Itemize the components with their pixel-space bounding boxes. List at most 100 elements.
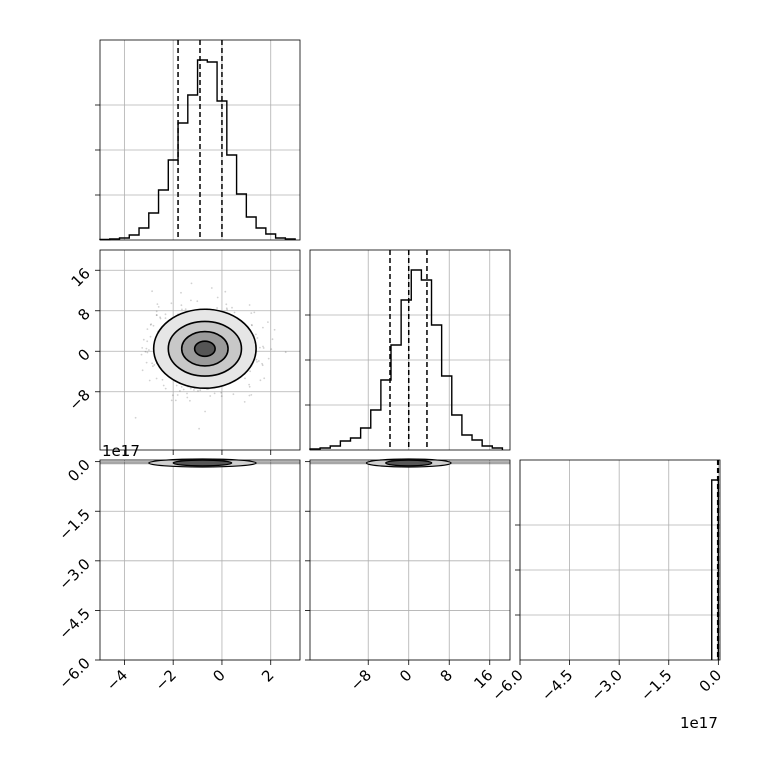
scatter-point [233, 311, 236, 314]
y-tick-label: −6.0 [55, 654, 93, 692]
scatter-point [186, 396, 189, 399]
scatter-point [156, 303, 159, 305]
scatter-point [259, 379, 262, 382]
scatter-point [184, 308, 187, 310]
x-tick-label: −2 [152, 666, 180, 694]
scatter-point [162, 384, 165, 387]
scatter-point [198, 427, 201, 430]
scatter-point [261, 364, 264, 367]
scatter-point [253, 311, 256, 314]
scatter-point [189, 387, 192, 390]
x-tick-label: −6.0 [488, 666, 526, 704]
scatter-point [159, 317, 162, 320]
scatter-point [262, 347, 265, 349]
scatter-point [204, 410, 207, 413]
scatter-point [151, 290, 154, 293]
scatter-point [186, 392, 188, 395]
p2-histogram-step [711, 479, 720, 660]
p2-histogram-frame [519, 459, 721, 661]
y-tick-label: 8 [74, 305, 93, 324]
y-tick-label: −1.5 [55, 505, 93, 543]
scatter-point [182, 388, 185, 391]
contour-line [180, 330, 229, 367]
scatter-point [209, 395, 212, 397]
scatter-point [159, 316, 162, 319]
x-tick-label: 8 [437, 666, 456, 685]
scatter-point [146, 351, 149, 354]
scatter-point [152, 324, 155, 327]
y-tick-label: −3.0 [55, 555, 93, 593]
scatter-point [181, 308, 183, 311]
contour-line [152, 308, 257, 390]
scatter-point [273, 328, 276, 331]
scatter-point [164, 313, 167, 316]
scatter-point [141, 369, 144, 372]
scatter-point [250, 324, 253, 326]
scatter-point [244, 377, 246, 380]
scatter-point [216, 307, 219, 309]
x-tick-label: 0 [396, 666, 415, 685]
scatter-point [164, 317, 167, 319]
scatter-point [271, 338, 274, 341]
scatter-point [134, 416, 137, 419]
p1-histogram-step [309, 269, 504, 450]
scatter-point [142, 338, 145, 341]
p0-p2-contour-line [172, 459, 233, 467]
scatter-point [155, 310, 158, 313]
scatter-point [220, 395, 223, 397]
x-tick-label: −8 [347, 666, 375, 694]
scatter-point [190, 282, 193, 285]
scatter-point [164, 387, 167, 390]
scatter-point [263, 377, 266, 380]
scatter-point [270, 348, 273, 350]
scatter-point [175, 384, 178, 387]
scatter-point [140, 353, 143, 356]
scatter-point [256, 337, 259, 339]
scatter-point [176, 394, 179, 396]
x-tick-label: 0 [209, 666, 228, 685]
scatter-point [220, 391, 223, 394]
scatter-point [155, 377, 158, 380]
y-tick-label: −8 [65, 386, 93, 414]
contour-line [167, 320, 243, 377]
scatter-point [151, 362, 154, 365]
scatter-point [196, 300, 199, 303]
x-tick-label: 0.0 [696, 666, 726, 696]
scatter-point [232, 393, 235, 396]
contour-line [193, 340, 216, 358]
scatter-point [145, 361, 148, 364]
scatter-point [199, 389, 202, 392]
scatter-point [267, 357, 270, 360]
scatter-point [179, 390, 181, 392]
p0-p2-panel-frame [99, 459, 301, 661]
scatter-point [180, 291, 182, 294]
scatter-point [213, 392, 216, 395]
scatter-point [153, 364, 156, 366]
scatter-point [267, 321, 269, 323]
y-tick-label: 0 [74, 345, 93, 364]
scatter-point [249, 370, 252, 373]
x-tick-label: −3.0 [588, 666, 626, 704]
scatter-point [171, 394, 174, 397]
scatter-point [284, 351, 287, 354]
scatter-point [155, 314, 158, 316]
y-tick-label: −4.5 [55, 605, 93, 643]
scatter-point [170, 399, 173, 402]
scatter-point [257, 360, 260, 362]
scatter-point [251, 324, 253, 327]
scatter-point [150, 323, 153, 325]
p1-p2-contour-line [385, 459, 433, 467]
scatter-point [148, 349, 150, 351]
p0-p1-panel-frame [99, 249, 301, 451]
scatter-point [259, 346, 261, 349]
scatter-point [145, 347, 148, 350]
p0-histogram-step [99, 59, 296, 241]
scatter-point [224, 290, 227, 293]
scatter-point [250, 312, 253, 314]
scatter-point [180, 386, 183, 388]
p1-histogram-frame [309, 249, 511, 451]
scatter-point [161, 378, 164, 381]
scatter-point [157, 306, 160, 308]
